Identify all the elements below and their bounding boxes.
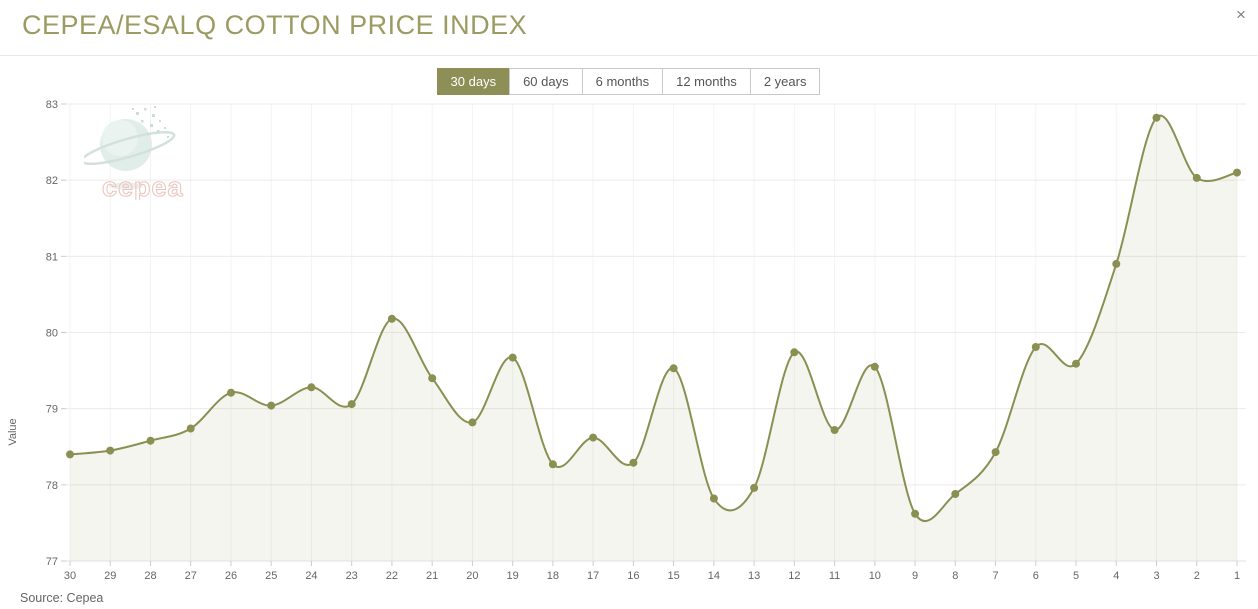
- y-tick-label: 82: [46, 175, 58, 187]
- data-point-marker: [709, 494, 718, 503]
- data-point-marker: [1152, 113, 1161, 122]
- data-point-marker: [428, 374, 437, 383]
- series-area: [70, 115, 1237, 562]
- y-tick-label: 78: [46, 480, 58, 492]
- y-tick-label: 80: [46, 328, 58, 340]
- x-tick-label: 9: [912, 570, 918, 582]
- x-tick-label: 27: [185, 570, 197, 582]
- data-point-marker: [508, 353, 517, 362]
- x-tick-label: 12: [788, 570, 800, 582]
- data-point-marker: [1192, 173, 1201, 182]
- data-point-marker: [307, 383, 316, 392]
- title-divider: [0, 55, 1258, 56]
- x-tick-label: 2: [1194, 570, 1200, 582]
- data-point-marker: [629, 458, 638, 467]
- x-tick-label: 23: [346, 570, 358, 582]
- data-point-marker: [146, 436, 155, 445]
- y-axis-title: Value: [7, 418, 19, 446]
- close-icon[interactable]: ×: [1230, 4, 1252, 26]
- page-title: CEPEA/ESALQ COTTON PRICE INDEX: [22, 10, 528, 40]
- source-note: Source: Cepea: [20, 591, 104, 605]
- x-tick-label: 28: [144, 570, 156, 582]
- data-point-marker: [750, 483, 759, 492]
- x-tick-label: 3: [1153, 570, 1159, 582]
- data-point-marker: [951, 490, 960, 498]
- x-tick-label: 1: [1234, 570, 1240, 582]
- x-tick-label: 5: [1073, 570, 1079, 582]
- x-tick-label: 8: [952, 570, 958, 582]
- x-tick-label: 13: [748, 570, 760, 582]
- data-point-marker: [66, 450, 74, 459]
- x-tick-label: 18: [547, 570, 559, 582]
- x-tick-label: 19: [507, 570, 519, 582]
- y-tick-label: 81: [46, 251, 58, 263]
- data-point-marker: [548, 460, 557, 469]
- data-point-marker: [589, 433, 598, 442]
- x-tick-label: 30: [64, 570, 76, 582]
- x-tick-label: 10: [869, 570, 881, 582]
- range-button-6-months[interactable]: 6 months: [581, 68, 664, 95]
- x-tick-label: 26: [225, 570, 237, 582]
- x-tick-label: 17: [587, 570, 599, 582]
- x-tick-label: 22: [386, 570, 398, 582]
- x-tick-label: 7: [992, 570, 998, 582]
- x-tick-label: 16: [627, 570, 639, 582]
- x-tick-label: 21: [426, 570, 438, 582]
- y-tick-label: 79: [46, 404, 58, 416]
- data-point-marker: [1233, 168, 1241, 177]
- y-tick-label: 83: [46, 99, 58, 111]
- range-button-12-months[interactable]: 12 months: [662, 68, 751, 95]
- x-tick-label: 15: [667, 570, 679, 582]
- y-tick-label: 77: [46, 556, 58, 568]
- x-tick-label: 20: [466, 570, 478, 582]
- data-point-marker: [347, 400, 356, 409]
- time-range-selector: 30 days 60 days 6 months 12 months 2 yea…: [0, 68, 1258, 95]
- data-point-marker: [830, 426, 839, 434]
- x-tick-label: 4: [1113, 570, 1119, 582]
- x-tick-label: 24: [305, 570, 317, 582]
- data-point-marker: [106, 446, 115, 455]
- data-point-marker: [1072, 359, 1080, 368]
- data-point-marker: [267, 401, 276, 410]
- data-point-marker: [468, 418, 477, 427]
- x-tick-label: 11: [829, 570, 840, 582]
- data-point-marker: [991, 448, 1000, 457]
- data-point-marker: [669, 364, 678, 373]
- data-point-marker: [227, 388, 235, 397]
- x-tick-label: 6: [1033, 570, 1039, 582]
- data-point-marker: [186, 424, 195, 433]
- price-chart: Value 77 78 79 80 81 82 83 30 29 28 27 26 25 24 23 22 21…: [0, 96, 1258, 585]
- range-button-30-days[interactable]: 30 days: [436, 68, 511, 95]
- range-button-2-years[interactable]: 2 years: [749, 68, 821, 95]
- x-tick-label: 25: [265, 570, 277, 582]
- x-tick-label: 14: [708, 570, 720, 582]
- data-point-marker: [387, 314, 396, 323]
- data-point-marker: [1031, 343, 1040, 351]
- x-tick-label: 29: [104, 570, 116, 582]
- data-point-marker: [790, 348, 799, 357]
- data-point-marker: [911, 509, 920, 518]
- series-line: [69, 114, 1238, 523]
- data-point-marker: [1112, 259, 1121, 268]
- range-button-60-days[interactable]: 60 days: [509, 68, 583, 95]
- data-point-marker: [870, 362, 879, 371]
